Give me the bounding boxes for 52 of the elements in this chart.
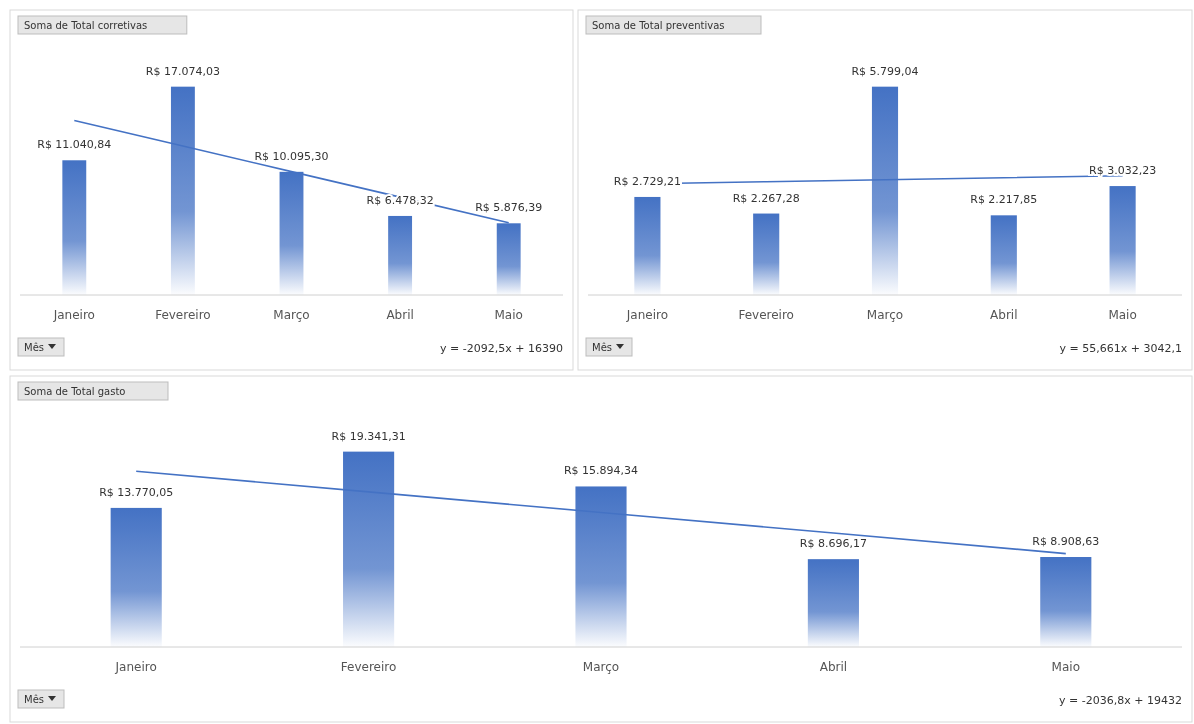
text: Mês [24, 342, 44, 353]
data-label: R$ 3.032,23 [1089, 164, 1157, 178]
text: y = -2036,8x + 19432 [1059, 694, 1182, 707]
x-tick-label: Maio [494, 308, 523, 322]
x-tick-label: Março [866, 308, 904, 322]
data-label: R$ 2.217,85 [970, 193, 1038, 207]
data-label: R$ 13.770,05 [99, 485, 174, 499]
text: y = -2092,5x + 16390 [440, 342, 563, 355]
text: Mês [24, 694, 44, 705]
x-tick-label: Janeiro [52, 308, 95, 322]
bar [170, 86, 195, 295]
data-label: R$ 8.908,63 [1032, 535, 1100, 549]
bar [496, 223, 521, 295]
text: Mês [592, 342, 612, 353]
x-tick-label: Maio [1108, 308, 1137, 322]
bar [110, 507, 162, 647]
bar [575, 486, 627, 647]
x-tick-label: Fevereiro [155, 308, 211, 322]
x-tick-label: Janeiro [114, 660, 157, 674]
bar [753, 213, 780, 295]
data-label: R$ 5.876,39 [475, 201, 543, 215]
bar [343, 451, 395, 647]
data-label: R$ 8.696,17 [799, 537, 867, 551]
bar [871, 86, 899, 295]
data-label: R$ 2.267,28 [732, 191, 800, 205]
data-label: R$ 17.074,03 [145, 64, 220, 78]
data-label: R$ 19.341,31 [331, 429, 406, 443]
data-label: R$ 15.894,34 [563, 464, 639, 478]
chart-title: Soma de Total gasto [24, 386, 126, 397]
x-tick-label: Janeiro [625, 308, 669, 322]
bar [388, 215, 413, 295]
x-tick-label: Março [273, 308, 310, 322]
bar [279, 171, 304, 295]
x-tick-label: Abril [386, 308, 414, 322]
chart-title: Soma de Total corretivas [24, 20, 148, 31]
x-tick-label: Abril [990, 308, 1018, 322]
x-tick-label: Março [582, 660, 620, 674]
bar [62, 160, 87, 295]
bar [1040, 557, 1092, 647]
data-label: R$ 5.799,04 [851, 64, 919, 78]
bar [990, 215, 1017, 295]
bar [807, 559, 859, 647]
data-label: R$ 10.095,30 [254, 149, 329, 163]
x-tick-label: Abril [819, 660, 848, 674]
chart-title: Soma de Total preventivas [592, 20, 725, 31]
x-tick-label: Fevereiro [738, 308, 794, 322]
data-label: R$ 11.040,84 [37, 138, 112, 152]
bar [634, 196, 661, 295]
x-tick-label: Fevereiro [340, 660, 397, 674]
text: y = 55,661x + 3042,1 [1059, 342, 1182, 355]
x-tick-label: Maio [1051, 660, 1080, 674]
bar [1109, 186, 1136, 295]
